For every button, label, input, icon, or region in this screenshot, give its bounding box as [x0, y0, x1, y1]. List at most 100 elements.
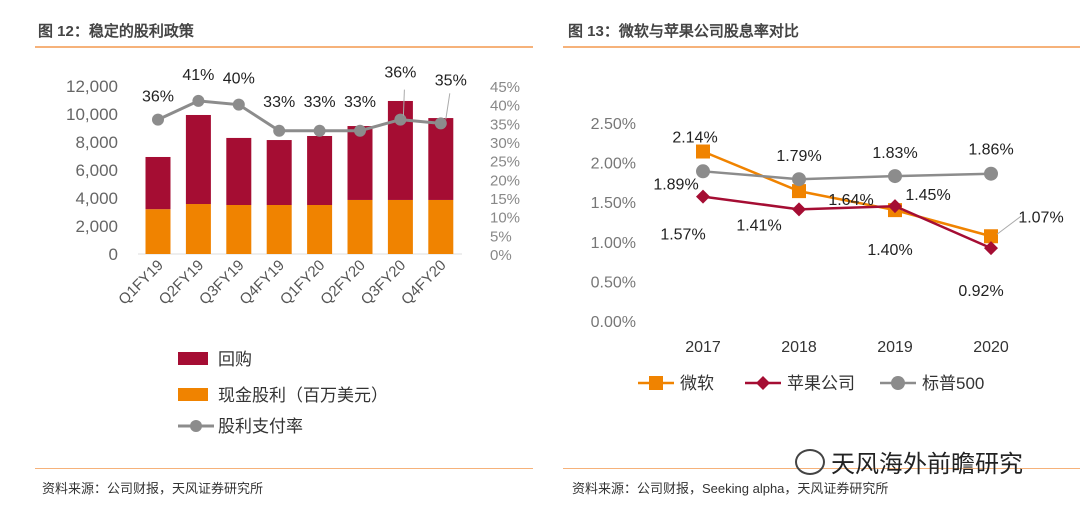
- y-tick-label: 2.50%: [591, 116, 636, 133]
- aapl-marker: [792, 202, 806, 217]
- payout-ratio-label: 41%: [182, 67, 214, 84]
- label-leader-line: [445, 93, 451, 120]
- left-chart-title: 图 12：稳定的股利政策: [38, 23, 194, 40]
- legend-swatch-dividend: [178, 388, 208, 401]
- payout-ratio-label: 36%: [142, 89, 174, 106]
- bar-dividend: [185, 204, 211, 254]
- sp500-marker: [792, 172, 806, 187]
- legend-label-sp: 标普500: [922, 374, 984, 393]
- y2-tick-label: 45%: [490, 79, 520, 96]
- sp500-marker: [888, 169, 902, 184]
- y2-tick-label: 25%: [490, 154, 520, 171]
- y2-tick-label: 35%: [490, 116, 520, 133]
- label-leader-line: [996, 215, 1022, 235]
- payout-ratio-point: [192, 94, 205, 107]
- data-label: 1.79%: [776, 148, 821, 165]
- y-tick-label: 0.50%: [591, 274, 636, 291]
- y-tick-label: 12,000: [66, 77, 118, 96]
- legend-label-dividend: 现金股利（百万美元）: [218, 386, 388, 405]
- y2-tick-label: 5%: [490, 228, 512, 245]
- x-tick-label: 2019: [877, 339, 913, 356]
- aapl-marker: [984, 241, 998, 256]
- wechat-icon: [795, 448, 825, 475]
- data-label: 1.57%: [660, 227, 705, 244]
- bar-dividend: [307, 205, 333, 254]
- aapl-marker: [696, 189, 710, 204]
- y2-tick-label: 30%: [490, 135, 520, 152]
- x-tick-label: 2017: [685, 339, 721, 356]
- bar-dividend: [347, 199, 373, 254]
- data-label: 1.40%: [867, 242, 912, 259]
- legend-marker-msft: [649, 376, 663, 390]
- bar-buyback: [185, 114, 211, 205]
- data-label: 1.07%: [1018, 209, 1063, 226]
- y-tick-label: 1.00%: [591, 235, 636, 252]
- msft-marker: [696, 144, 710, 159]
- series-line-2: [702, 170, 992, 181]
- msft-marker: [984, 229, 998, 244]
- bar-buyback: [347, 126, 373, 200]
- payout-ratio-point: [394, 113, 407, 126]
- y-tick-label: 2.00%: [591, 156, 636, 173]
- payout-ratio-label: 35%: [435, 72, 467, 89]
- watermark: 天风海外前瞻研究: [795, 444, 1023, 479]
- y-tick-label: 10,000: [66, 105, 118, 124]
- payout-ratio-label: 33%: [344, 94, 376, 111]
- legend-swatch-ratio-point: [190, 420, 202, 432]
- y2-tick-label: 10%: [490, 210, 520, 227]
- bar-dividend: [387, 199, 413, 254]
- bar-buyback: [307, 135, 333, 205]
- payout-ratio-label: 36%: [384, 65, 416, 82]
- msft-marker: [792, 184, 806, 199]
- bar-buyback: [266, 140, 292, 205]
- payout-ratio-label: 33%: [263, 94, 295, 111]
- y-tick-label: 2,000: [75, 217, 118, 236]
- payout-ratio-point: [313, 124, 326, 137]
- payout-ratio-point: [232, 98, 245, 111]
- data-label: 0.92%: [958, 283, 1003, 300]
- bar-dividend: [226, 205, 252, 254]
- bar-dividend: [428, 199, 454, 254]
- legend-label-ratio: 股利支付率: [218, 417, 303, 436]
- left-source: 资料来源：公司财报，天风证券研究所: [42, 481, 264, 496]
- sp500-marker: [984, 166, 998, 181]
- payout-ratio-label: 40%: [223, 71, 255, 88]
- bar-buyback: [428, 118, 454, 200]
- data-label: 1.64%: [828, 192, 873, 209]
- payout-ratio-label: 33%: [304, 94, 336, 111]
- payout-ratio-point: [434, 117, 447, 130]
- y2-tick-label: 15%: [490, 191, 520, 208]
- y-tick-label: 0.00%: [591, 314, 636, 331]
- right-chart-title: 图 13：微软与苹果公司股息率对比: [568, 23, 799, 40]
- left-title-rule: [35, 46, 533, 48]
- legend-label-buyback: 回购: [218, 350, 252, 369]
- series-line-1: [702, 195, 992, 250]
- y-tick-label: 4,000: [75, 189, 118, 208]
- right-title-rule: [563, 46, 1080, 48]
- label-leader-line: [402, 89, 405, 116]
- payout-ratio-point: [152, 113, 164, 126]
- bar-buyback: [145, 156, 171, 210]
- payout-ratio-point: [354, 124, 366, 137]
- bar-buyback: [226, 137, 252, 205]
- legend-label-aapl: 苹果公司: [787, 374, 855, 393]
- left-footer-rule: [35, 468, 533, 469]
- data-label: 1.83%: [872, 145, 917, 162]
- y2-tick-label: 40%: [490, 98, 520, 115]
- legend-marker-sp500: [891, 376, 905, 390]
- y2-tick-label: 20%: [490, 172, 520, 189]
- legend-swatch-buyback: [178, 352, 208, 365]
- bar-dividend: [266, 205, 292, 254]
- aapl-marker: [888, 199, 902, 214]
- legend-label-msft: 微软: [680, 374, 714, 393]
- payout-ratio-point: [273, 124, 286, 137]
- sp500-marker: [696, 164, 710, 179]
- y2-tick-label: 0%: [490, 247, 512, 264]
- data-label: 1.45%: [905, 187, 950, 204]
- y-tick-label: 0: [109, 245, 118, 264]
- data-label: 1.86%: [968, 142, 1013, 159]
- series-line-0: [702, 150, 992, 238]
- bar-dividend: [145, 209, 171, 254]
- y-tick-label: 8,000: [75, 133, 118, 152]
